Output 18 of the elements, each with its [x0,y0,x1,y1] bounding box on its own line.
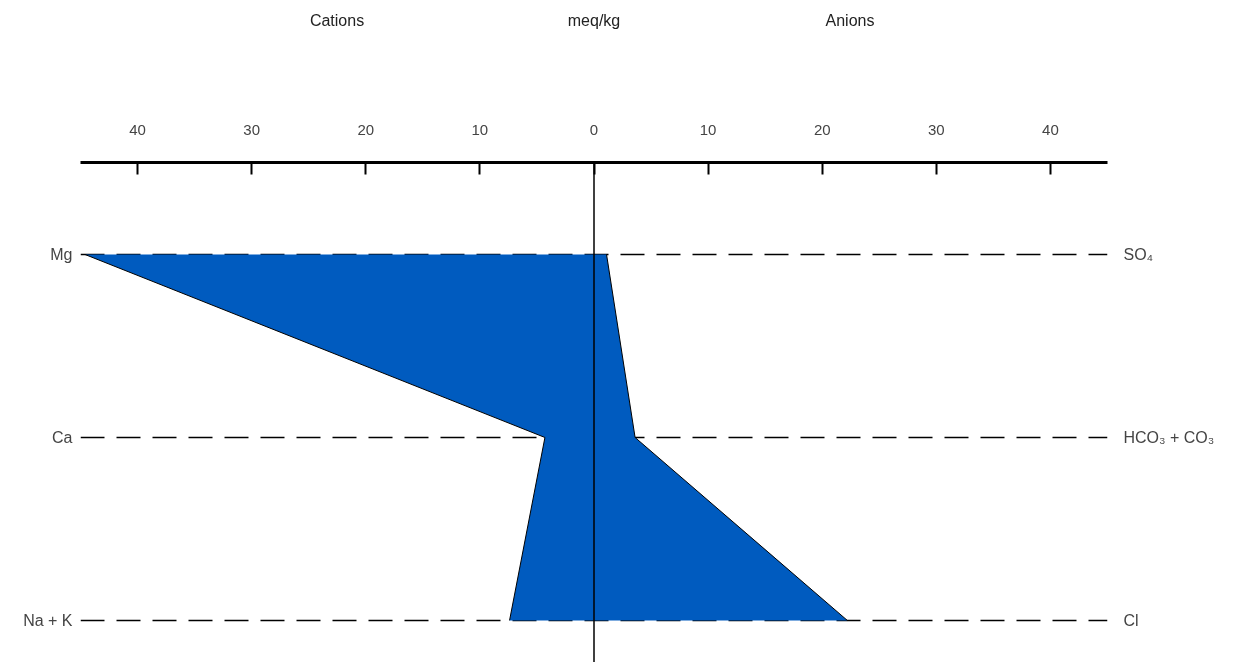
x-tick-label: 20 [813,120,831,138]
y-tick-label: Mg [50,246,73,264]
x-tick-label: 10 [699,120,717,138]
y2-tick-label: HCO₃ + CO₃ [1123,428,1215,446]
x-tick-label: 30 [927,120,945,138]
x-tick-label: 40 [129,120,146,138]
text: meq/kg [566,11,622,31]
y2-tick-label: Cl [1123,611,1139,629]
y2-tick-label: SO₄ [1123,246,1154,264]
x-tick-label: 0 [589,120,599,138]
x-tick-label: 30 [243,120,261,138]
text: Cations [308,11,366,31]
x-tick-label: 20 [357,120,375,138]
x-tick-label: 10 [471,120,489,138]
y-tick-label: Na + K [23,611,73,629]
x-tick-label: 40 [1042,120,1059,138]
y-tick-label: Ca [52,428,73,446]
text: Anions [824,11,876,31]
